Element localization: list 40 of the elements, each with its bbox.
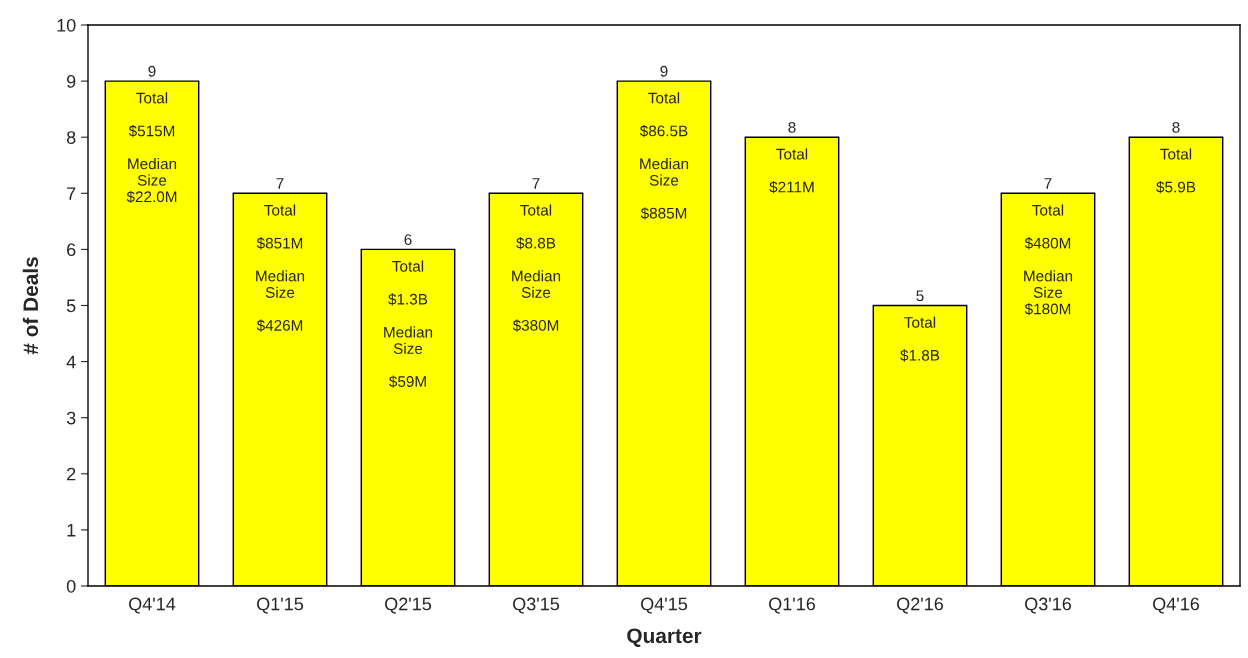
data-label: 8 [788, 121, 796, 133]
y-tick-label: 2 [67, 467, 76, 481]
text: Total $86.5B Median Size $885M [639, 92, 689, 220]
text: Total $515M Median Size $22.0M [126, 92, 177, 204]
data-label: 8 [1172, 121, 1180, 133]
x-tick-label: Q3'15 [513, 597, 560, 614]
x-tick-label: Q4'15 [641, 597, 688, 614]
y-axis-title: # of Deals [22, 257, 39, 355]
data-label: 5 [916, 290, 924, 302]
data-label: 6 [404, 234, 412, 245]
y-tick-label: 6 [67, 243, 76, 257]
x-axis-title: Quarter [627, 628, 702, 648]
data-label: 9 [660, 65, 668, 77]
y-tick-label: 8 [66, 131, 76, 144]
y-tick-label: 4 [66, 355, 76, 369]
text: Total $8.8B Median Size $380M [512, 204, 561, 332]
x-tick-label: Q3'16 [1025, 597, 1072, 614]
y-tick-label: 10 [57, 18, 76, 32]
data-label: 7 [276, 178, 284, 189]
text: Total $1.8B [900, 316, 940, 362]
x-tick-label: Q4'14 [129, 597, 176, 614]
y-tick-label: 1 [67, 524, 76, 537]
y-tick-label: 9 [67, 75, 76, 88]
text: Total $211M [769, 148, 814, 194]
x-tick-label: Q2'16 [897, 597, 944, 614]
text: Total $1.3B Median Size $59M [384, 260, 433, 388]
x-tick-label: Q2'15 [385, 597, 432, 614]
text: Total $480M Median Size $180M [1024, 204, 1073, 316]
x-tick-label: Q1'15 [257, 597, 304, 614]
data-label: 9 [148, 65, 156, 77]
y-tick-label: 0 [66, 579, 76, 593]
text: Total $5.9B [1156, 148, 1196, 194]
text: Total $851M Median Size $426M [256, 204, 305, 332]
y-tick-label: 7 [67, 187, 76, 200]
x-tick-label: Q1'16 [769, 597, 816, 614]
data-label: 7 [532, 178, 540, 189]
data-label: 7 [1044, 178, 1052, 189]
y-tick-label: 3 [66, 411, 76, 425]
y-tick-label: 5 [66, 299, 76, 313]
x-tick-label: Q4'16 [1153, 597, 1200, 614]
